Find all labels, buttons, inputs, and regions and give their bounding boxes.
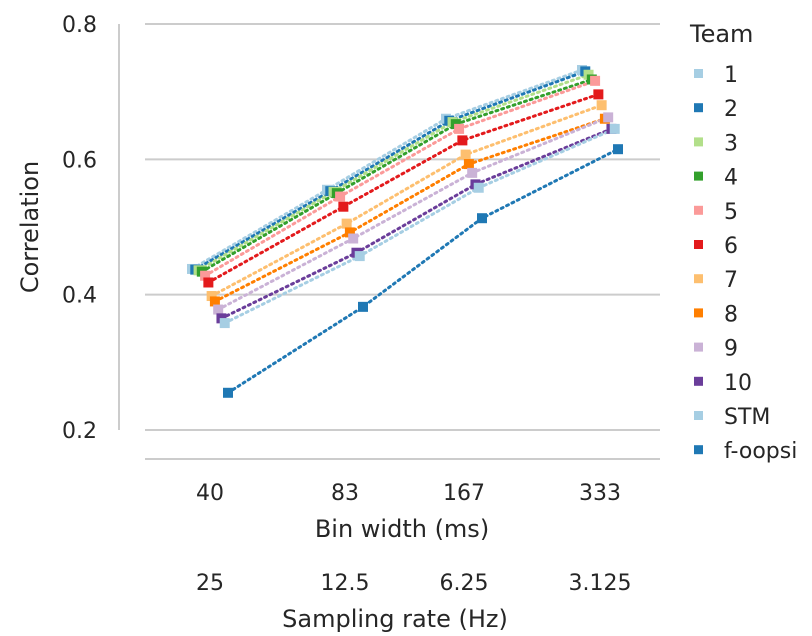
series-line	[203, 79, 597, 278]
data-point	[213, 304, 224, 315]
legend-label: 10	[724, 371, 752, 396]
legend-marker	[694, 171, 703, 181]
legend-label: 3	[724, 131, 738, 156]
y-tick-label: 0.4	[62, 284, 97, 309]
series-lines	[190, 68, 620, 395]
legend-label: 1	[724, 63, 738, 88]
x-tick-label: 167	[443, 481, 485, 506]
series-line	[210, 103, 604, 298]
legend-marker	[694, 205, 703, 215]
series-line	[206, 92, 600, 284]
x2-tick-label: 6.25	[440, 571, 489, 596]
data-point	[460, 149, 471, 160]
legend-label: 9	[724, 337, 738, 362]
legend-marker	[694, 445, 703, 455]
data-point	[593, 89, 604, 100]
series-line	[213, 117, 607, 303]
x-tick-label: 40	[196, 481, 224, 506]
data-point	[200, 270, 211, 281]
legend-items: 1 2 3 4 5 6 7 8 9 10 STM f-oopsi	[694, 63, 797, 464]
legend-marker	[694, 342, 703, 352]
data-point	[348, 233, 359, 244]
legend: Team 1 2 3 4 5 6 7 8 9 10 STM f-oopsi	[689, 20, 797, 464]
data-point	[344, 227, 355, 238]
x2-tick-labels: 25 12.5 6.25 3.125	[196, 571, 631, 596]
legend-label: 7	[724, 268, 738, 293]
y-axis-label: Correlation	[16, 161, 44, 293]
series-line	[200, 77, 594, 274]
x-tick-label: 333	[579, 481, 621, 506]
legend-marker	[694, 308, 703, 318]
data-point	[206, 291, 217, 302]
data-point	[609, 123, 620, 134]
y-tick-label: 0.2	[62, 419, 97, 444]
legend-label: 4	[724, 166, 738, 191]
series-line	[197, 73, 591, 272]
data-point	[596, 100, 607, 111]
x2-tick-label: 12.5	[321, 571, 370, 596]
data-point	[219, 318, 230, 329]
legend-title: Team	[689, 20, 753, 48]
legend-marker	[694, 103, 703, 113]
data-point	[473, 182, 484, 193]
data-point	[590, 75, 601, 86]
legend-label: f-oopsi	[724, 439, 797, 464]
data-point	[203, 277, 214, 288]
y-tick-labels: 0.2 0.4 0.6 0.8	[62, 13, 97, 444]
legend-label: 2	[724, 97, 738, 122]
x-axis-label: Bin width (ms)	[315, 515, 489, 543]
legend-marker	[694, 240, 703, 249]
data-point	[341, 218, 352, 229]
data-point	[223, 387, 233, 398]
data-point	[613, 144, 623, 155]
series-points	[187, 65, 623, 398]
x-tick-label: 83	[331, 481, 359, 506]
data-point	[467, 167, 478, 178]
legend-marker	[694, 376, 703, 386]
data-point	[358, 301, 368, 312]
series-line	[219, 127, 613, 320]
data-point	[477, 213, 487, 224]
x-tick-labels: 40 83 167 333	[196, 481, 621, 506]
series-line	[223, 127, 617, 325]
series-line	[190, 68, 584, 271]
x2-tick-label: 25	[196, 571, 224, 596]
y-tick-label: 0.6	[62, 148, 97, 173]
legend-label: 8	[724, 302, 738, 327]
legend-marker	[694, 137, 703, 147]
y-tick-label: 0.8	[62, 13, 97, 38]
data-point	[457, 135, 468, 146]
series-line	[226, 147, 620, 395]
legend-marker	[694, 411, 703, 420]
series-line	[216, 115, 610, 312]
x2-tick-label: 3.125	[569, 571, 632, 596]
data-point	[463, 159, 474, 170]
data-point	[335, 191, 346, 202]
data-point	[338, 201, 349, 212]
data-point	[603, 112, 614, 123]
data-point	[454, 123, 465, 134]
legend-label: 5	[724, 200, 738, 225]
x2-axis-label: Sampling rate (Hz)	[282, 605, 508, 633]
legend-label: STM	[724, 405, 770, 430]
legend-marker	[694, 69, 703, 78]
series-line	[193, 69, 587, 272]
data-point	[209, 296, 220, 307]
data-point	[354, 251, 365, 262]
legend-label: 6	[724, 234, 738, 259]
legend-marker	[694, 274, 703, 284]
